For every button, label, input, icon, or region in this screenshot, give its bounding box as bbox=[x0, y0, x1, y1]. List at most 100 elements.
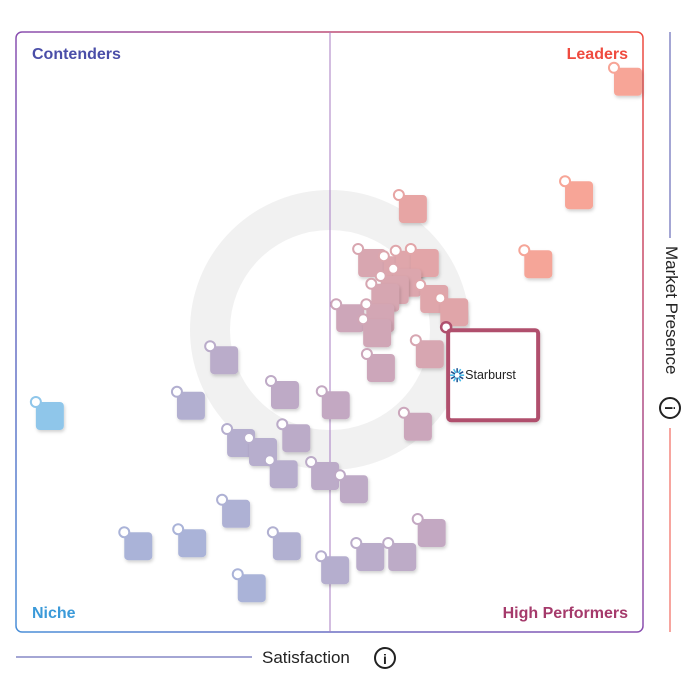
product-marker[interactable] bbox=[350, 537, 385, 571]
product-dot bbox=[330, 298, 343, 311]
product-dot bbox=[266, 526, 279, 539]
starburst-logo-ray bbox=[457, 368, 462, 374]
product-marker[interactable] bbox=[315, 550, 350, 585]
product-marker[interactable] bbox=[216, 493, 251, 528]
product-dot bbox=[350, 537, 363, 549]
product-marker[interactable] bbox=[315, 385, 350, 420]
svg-text:i: i bbox=[383, 651, 387, 667]
starburst-logo-ray bbox=[450, 371, 456, 375]
product-marker[interactable] bbox=[118, 526, 153, 561]
product-square bbox=[269, 460, 298, 489]
product-dot bbox=[404, 243, 417, 255]
product-dot bbox=[357, 313, 370, 326]
product-marker[interactable] bbox=[409, 334, 444, 369]
product-square bbox=[222, 499, 251, 528]
product-dot bbox=[231, 568, 244, 581]
quadrant-label-contenders: Contenders bbox=[32, 46, 121, 63]
product-square bbox=[336, 304, 365, 333]
product-square bbox=[35, 402, 64, 430]
product-square bbox=[178, 529, 207, 558]
product-marker[interactable] bbox=[172, 523, 207, 558]
product-square bbox=[270, 381, 299, 409]
product-dot bbox=[559, 175, 572, 188]
product-marker[interactable] bbox=[231, 568, 266, 603]
product-markers bbox=[29, 61, 642, 603]
product-square bbox=[176, 391, 205, 420]
product-square bbox=[321, 391, 350, 420]
starburst-logo-ray bbox=[452, 368, 457, 374]
product-square bbox=[272, 532, 301, 561]
product-square bbox=[339, 475, 368, 504]
product-dot bbox=[360, 348, 373, 360]
highlight-product-name: Starburst bbox=[465, 368, 516, 382]
product-dot bbox=[315, 385, 328, 398]
product-marker[interactable] bbox=[29, 396, 64, 430]
product-marker[interactable] bbox=[263, 454, 298, 489]
product-dot bbox=[409, 334, 422, 347]
product-marker[interactable] bbox=[360, 348, 395, 382]
product-marker[interactable] bbox=[382, 537, 417, 571]
product-dot bbox=[204, 340, 217, 353]
quadrant-label-leaders: Leaders bbox=[567, 46, 628, 63]
product-marker[interactable] bbox=[264, 375, 299, 409]
product-marker[interactable] bbox=[305, 456, 340, 490]
product-marker[interactable] bbox=[607, 61, 642, 96]
product-dot bbox=[305, 456, 318, 468]
product-square bbox=[311, 462, 340, 490]
product-dot bbox=[263, 454, 276, 467]
product-marker[interactable] bbox=[411, 513, 446, 547]
svg-text:i: i bbox=[662, 406, 678, 410]
product-marker[interactable] bbox=[330, 298, 365, 333]
highlight-product-starburst[interactable]: Starburst bbox=[439, 320, 541, 423]
product-marker[interactable] bbox=[397, 406, 432, 441]
product-marker[interactable] bbox=[357, 313, 392, 348]
product-dot bbox=[360, 298, 373, 311]
product-dot bbox=[29, 396, 42, 408]
product-marker[interactable] bbox=[559, 175, 594, 210]
product-square bbox=[415, 340, 444, 369]
product-marker[interactable] bbox=[204, 340, 239, 375]
product-dot bbox=[382, 537, 395, 549]
product-dot bbox=[389, 244, 402, 257]
quadrant-label-high-performers: High Performers bbox=[503, 605, 628, 622]
product-dot bbox=[315, 550, 328, 563]
product-marker[interactable] bbox=[170, 385, 205, 420]
starburst-logo-ray bbox=[450, 375, 456, 380]
product-dot bbox=[352, 243, 365, 255]
product-marker[interactable] bbox=[434, 292, 469, 327]
product-square bbox=[356, 543, 385, 571]
product-square bbox=[613, 67, 642, 96]
product-marker[interactable] bbox=[333, 469, 368, 504]
product-marker[interactable] bbox=[276, 418, 311, 453]
product-marker[interactable] bbox=[266, 526, 301, 561]
product-dot bbox=[276, 418, 289, 431]
product-dot bbox=[607, 61, 620, 74]
product-dot bbox=[365, 277, 378, 290]
product-marker[interactable] bbox=[392, 189, 427, 223]
starburst-logo-icon bbox=[450, 368, 465, 383]
product-dot bbox=[243, 432, 256, 444]
product-square bbox=[363, 319, 392, 348]
product-dot bbox=[216, 493, 229, 506]
product-square bbox=[417, 519, 446, 547]
x-axis-label: Satisfaction bbox=[262, 648, 350, 667]
product-dot bbox=[170, 385, 183, 398]
product-dot bbox=[387, 262, 400, 275]
product-square bbox=[565, 181, 594, 210]
y-axis-label: Market Presence bbox=[662, 246, 681, 375]
product-square bbox=[321, 556, 350, 585]
product-dot bbox=[434, 292, 447, 305]
product-square bbox=[398, 195, 427, 223]
product-dot bbox=[172, 523, 185, 536]
product-marker[interactable] bbox=[518, 244, 553, 279]
product-square bbox=[388, 543, 417, 571]
product-dot bbox=[374, 270, 387, 282]
product-square bbox=[366, 354, 395, 382]
product-square bbox=[524, 250, 553, 279]
y-axis-info-icon[interactable]: i bbox=[659, 397, 681, 419]
product-square bbox=[440, 298, 469, 327]
product-dot bbox=[118, 526, 131, 539]
x-axis-info-icon[interactable]: i bbox=[374, 647, 396, 669]
product-dot bbox=[333, 469, 346, 482]
